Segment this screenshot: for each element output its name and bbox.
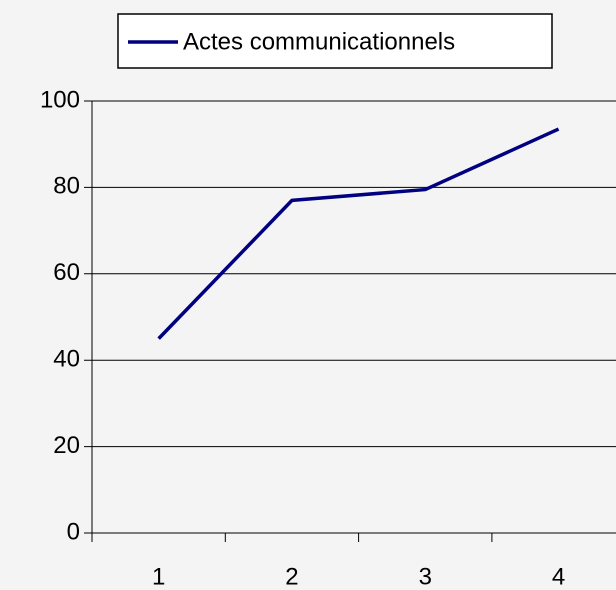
x-tick-label: 2 bbox=[285, 563, 298, 590]
series-line bbox=[157, 127, 560, 340]
y-tick-label: 20 bbox=[53, 432, 80, 459]
y-tick-label: 40 bbox=[53, 346, 80, 373]
x-tick-label: 4 bbox=[552, 563, 565, 590]
legend-box bbox=[117, 13, 553, 69]
x-tick-label: 1 bbox=[152, 563, 165, 590]
y-tick-label: 60 bbox=[53, 259, 80, 286]
y-tick-label: 80 bbox=[53, 173, 80, 200]
legend-label: Actes communicationnels bbox=[183, 28, 455, 55]
x-tick-label: 3 bbox=[419, 563, 432, 590]
y-tick-label: 0 bbox=[67, 518, 80, 545]
y-tick-label: 100 bbox=[40, 86, 80, 113]
